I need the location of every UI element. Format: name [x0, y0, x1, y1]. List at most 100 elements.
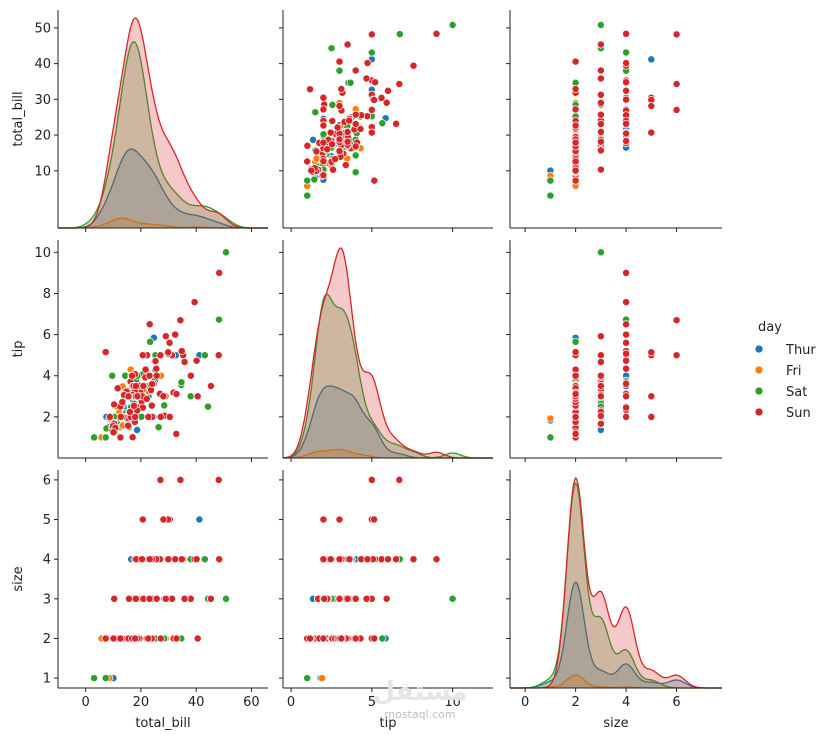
- point-sun: [622, 330, 631, 339]
- point-sun: [622, 349, 631, 358]
- point-sun: [131, 382, 140, 390]
- point-sat: [215, 315, 223, 324]
- point-sat: [327, 44, 336, 53]
- point-sun: [145, 371, 154, 380]
- y-tick-label: 20: [34, 129, 51, 144]
- point-sun: [328, 140, 337, 149]
- point-sat: [395, 30, 404, 39]
- point-sun: [571, 348, 580, 357]
- point-sun: [647, 392, 656, 401]
- point-thur: [309, 135, 317, 144]
- kde-fill-total_bill-sat: [58, 41, 268, 229]
- legend-marker-sun: [754, 407, 764, 417]
- point-sun: [622, 320, 631, 329]
- watermark: مستقل mostaql.com: [372, 677, 467, 721]
- point-sun: [622, 29, 631, 38]
- y-axis-label-size: size: [11, 566, 26, 591]
- legend-marker-sat: [754, 386, 764, 396]
- y-tick-label: 3: [43, 592, 51, 607]
- panel-tip-vs-total_bill: 2 4 6 8 10 tip: [11, 240, 268, 462]
- point-sun: [116, 433, 125, 442]
- point-sun: [124, 421, 133, 430]
- point-sun: [622, 403, 631, 412]
- point-sun: [133, 392, 142, 401]
- y-tick-label: 30: [34, 93, 51, 108]
- point-sun: [131, 634, 140, 643]
- point-sun: [647, 128, 656, 137]
- point-sun: [176, 316, 185, 325]
- point-sun: [370, 95, 379, 104]
- point-sun: [165, 412, 174, 421]
- point-sun: [326, 128, 335, 137]
- point-sun: [128, 433, 137, 442]
- point-sun: [672, 30, 681, 39]
- point-sun: [177, 555, 186, 564]
- point-sun: [180, 594, 189, 603]
- kde-fill-total_bill-fri: [58, 218, 268, 228]
- point-sun: [395, 80, 404, 88]
- watermark-logo: مستقل: [372, 677, 467, 707]
- point-sat: [310, 175, 319, 184]
- point-sun: [571, 157, 580, 166]
- y-tick-label: 10: [34, 164, 51, 179]
- point-sun: [432, 555, 441, 564]
- point-sun: [622, 95, 631, 104]
- point-sun: [622, 379, 631, 388]
- point-sun: [392, 555, 401, 564]
- point-sun: [571, 371, 580, 380]
- legend: day Thur Fri Sat Sun: [754, 320, 816, 421]
- kde-line-total_bill-sat: [58, 40, 268, 229]
- point-sun: [672, 351, 681, 360]
- point-sun: [319, 105, 328, 114]
- point-sun: [596, 98, 605, 107]
- point-sat: [571, 337, 580, 346]
- point-sun: [362, 594, 371, 603]
- point-sun: [172, 390, 181, 398]
- point-sun: [356, 125, 365, 133]
- point-sat: [328, 100, 337, 109]
- legend-marker-fri: [754, 365, 764, 375]
- point-sun: [335, 147, 344, 156]
- point-sun: [109, 428, 118, 437]
- panel-tip-vs-tip: [279, 240, 493, 462]
- point-sun: [367, 30, 376, 39]
- point-sun: [371, 78, 380, 87]
- x-tick-label: 0: [287, 695, 295, 710]
- legend-label-sat: Sat: [786, 385, 807, 400]
- point-sun: [116, 634, 125, 643]
- point-sun: [335, 555, 344, 564]
- point-sun: [192, 555, 201, 564]
- kde-fill-total_bill-thur: [58, 149, 268, 228]
- point-sun: [161, 332, 170, 341]
- kde-fill-tip-thur: [283, 386, 493, 458]
- y-tick-label: 8: [43, 287, 51, 302]
- point-sun: [303, 157, 312, 166]
- point-sun: [159, 515, 168, 524]
- point-sun: [141, 365, 150, 374]
- point-sun: [190, 298, 199, 307]
- x-tick-label: 0: [521, 695, 529, 710]
- point-sun: [622, 59, 631, 67]
- point-sun: [215, 268, 224, 277]
- point-sun: [319, 171, 328, 180]
- panel-tip-vs-size: [506, 240, 722, 462]
- kde-fill-size-sat: [510, 483, 722, 688]
- point-sun: [319, 515, 328, 524]
- point-sat: [546, 433, 555, 442]
- point-sun: [571, 429, 580, 438]
- point-sun: [362, 74, 371, 83]
- point-sun: [571, 57, 580, 66]
- y-tick-label: 2: [43, 632, 51, 647]
- point-sun: [343, 40, 352, 49]
- point-sun: [351, 110, 360, 119]
- point-sat: [596, 248, 605, 257]
- point-sun: [177, 347, 186, 356]
- point-sun: [367, 128, 376, 137]
- point-sun: [110, 594, 119, 603]
- point-sun: [622, 119, 631, 128]
- point-sun: [432, 29, 441, 38]
- point-sat: [90, 674, 99, 683]
- point-sun: [180, 358, 189, 366]
- point-sun: [144, 634, 153, 643]
